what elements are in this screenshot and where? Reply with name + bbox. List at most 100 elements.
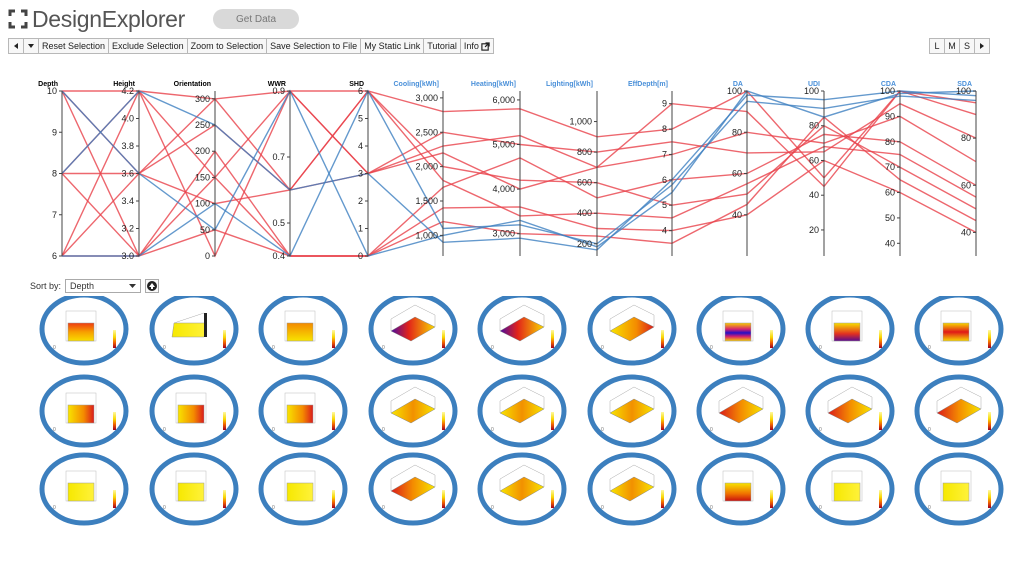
design-thumbnail[interactable]: 0 bbox=[696, 374, 786, 448]
thumbnail-colorbar bbox=[770, 490, 773, 508]
thumbnail-wireframe bbox=[173, 312, 205, 324]
get-data-button[interactable]: Get Data bbox=[213, 9, 299, 29]
thumbnail-axis-mark: 0 bbox=[601, 345, 604, 351]
pc-tick-label: 6,000 bbox=[492, 95, 515, 105]
design-thumbnail[interactable]: 0 bbox=[149, 452, 239, 526]
design-thumbnail[interactable]: 0 bbox=[149, 292, 239, 366]
design-thumbnail[interactable]: 0 bbox=[368, 452, 458, 526]
pc-axis[interactable]: Cooling[kWh] 3,000 2,500 2,000 1,500 1,000 bbox=[394, 81, 444, 256]
exclude-selection-button[interactable]: Exclude Selection bbox=[108, 38, 188, 54]
pc-tick-label: 50 bbox=[200, 225, 210, 235]
design-thumbnail[interactable]: 0 bbox=[805, 374, 895, 448]
pc-tick-label: 90 bbox=[885, 111, 895, 121]
thumbnail-axis-mark: 0 bbox=[272, 427, 275, 433]
sort-select[interactable]: Depth bbox=[65, 279, 142, 293]
thumbnail-colorbar bbox=[442, 412, 445, 430]
pc-tick-label: 20 bbox=[809, 225, 819, 235]
pc-axis[interactable]: Lighting[kWh] 1,000 800 600 400 200 bbox=[546, 81, 598, 256]
pc-tick-label: 100 bbox=[956, 86, 971, 96]
info-button[interactable]: Info bbox=[459, 38, 494, 54]
pc-tick-label: 4,000 bbox=[492, 184, 515, 194]
pc-tick-label: 4.2 bbox=[121, 86, 134, 96]
thumbnail-colorbar bbox=[770, 412, 773, 430]
back-button[interactable] bbox=[8, 38, 24, 54]
pc-tick-label: 9 bbox=[662, 99, 667, 109]
pc-axis[interactable]: Orientation 300 250 200 150 100 50 0 bbox=[174, 81, 216, 261]
parallel-coordinates-chart[interactable]: Depth 10 9 8 7 6 Height 4.2 4.0 3.8 3.6 3.4 3.2 3.0 Or… bbox=[0, 70, 1024, 270]
design-thumbnail[interactable]: 0 bbox=[914, 292, 1004, 366]
thumbnail-wireframe bbox=[609, 304, 655, 331]
pc-axis-label: Cooling[kWh] bbox=[394, 81, 440, 88]
design-thumbnail[interactable]: 0 bbox=[149, 374, 239, 448]
thumbnail-colorbar bbox=[551, 330, 554, 348]
pc-tick-label: 400 bbox=[577, 208, 592, 218]
save-selection-button[interactable]: Save Selection to File bbox=[266, 38, 362, 54]
pc-tick-label: 3.4 bbox=[121, 196, 134, 206]
pc-axis[interactable]: Heating[kWh] 6,000 5,000 4,000 3,000 bbox=[471, 81, 521, 256]
design-thumbnail[interactable]: 0 bbox=[696, 292, 786, 366]
thumbnail-heatmap bbox=[67, 404, 95, 424]
header: DesignExplorer Get Data bbox=[8, 4, 1018, 34]
sort-direction-button[interactable] bbox=[145, 279, 160, 293]
design-thumbnail[interactable]: 0 bbox=[258, 374, 348, 448]
thumbnail-heatmap bbox=[724, 322, 752, 342]
pc-tick-label: 3.6 bbox=[121, 169, 134, 179]
design-thumbnail[interactable]: 0 bbox=[914, 452, 1004, 526]
parallel-coordinates-svg[interactable]: Depth109876Height4.24.03.83.63.43.23.0Or… bbox=[0, 70, 1024, 270]
design-thumbnail[interactable]: 0 bbox=[587, 374, 677, 448]
design-thumbnail[interactable]: 0 bbox=[39, 452, 129, 526]
design-thumbnail[interactable]: 0 bbox=[805, 292, 895, 366]
thumbnail-axis-mark: 0 bbox=[710, 427, 713, 433]
pc-tick-label: 6 bbox=[358, 86, 363, 96]
thumbnail-wireframe bbox=[609, 464, 655, 491]
thumbnail-colorbar bbox=[661, 490, 664, 508]
pc-axis[interactable]: EffDepth[m] 9 8 7 6 5 4 bbox=[628, 81, 673, 256]
reset-selection-button[interactable]: Reset Selection bbox=[38, 38, 110, 54]
zoom-to-selection-button[interactable]: Zoom to Selection bbox=[186, 38, 268, 54]
design-thumbnail[interactable]: 0 bbox=[477, 452, 567, 526]
design-thumbnail[interactable]: 0 bbox=[805, 452, 895, 526]
triangle-left-icon bbox=[14, 43, 18, 49]
triangle-right-icon bbox=[980, 43, 984, 49]
design-thumbnail[interactable]: 0 bbox=[258, 292, 348, 366]
static-link-button[interactable]: My Static Link bbox=[360, 38, 425, 54]
design-thumbnail[interactable]: 0 bbox=[258, 452, 348, 526]
size-small-button[interactable]: S bbox=[959, 38, 975, 54]
design-thumbnail[interactable]: 0 bbox=[39, 292, 129, 366]
pc-tick-label: 10 bbox=[47, 86, 57, 96]
design-thumbnail[interactable]: 0 bbox=[587, 452, 677, 526]
design-thumbnail[interactable]: 0 bbox=[477, 374, 567, 448]
menu-dropdown-button[interactable] bbox=[23, 38, 39, 54]
thumbnail-colorbar bbox=[661, 412, 664, 430]
design-thumbnail[interactable]: 0 bbox=[696, 452, 786, 526]
thumbnail-axis-mark: 0 bbox=[53, 345, 56, 351]
pc-tick-label: 5 bbox=[358, 114, 363, 124]
thumbnail-colorbar bbox=[551, 412, 554, 430]
pc-tick-label: 60 bbox=[732, 169, 742, 179]
tutorial-button[interactable]: Tutorial bbox=[423, 38, 461, 54]
design-thumbnail[interactable]: 0 bbox=[914, 374, 1004, 448]
thumbnail-wireframe bbox=[718, 386, 764, 413]
next-button[interactable] bbox=[974, 38, 990, 54]
design-thumbnail[interactable]: 0 bbox=[368, 374, 458, 448]
design-thumbnail[interactable]: 0 bbox=[587, 292, 677, 366]
design-thumbnail[interactable]: 0 bbox=[477, 292, 567, 366]
thumbnail-axis-mark: 0 bbox=[163, 505, 166, 511]
pc-tick-label: 1,000 bbox=[569, 117, 592, 127]
design-thumbnail[interactable]: 0 bbox=[368, 292, 458, 366]
thumbnail-colorbar bbox=[113, 330, 116, 348]
pc-tick-label: 1 bbox=[358, 224, 363, 234]
size-medium-button[interactable]: M bbox=[944, 38, 960, 54]
size-large-button[interactable]: L bbox=[929, 38, 945, 54]
pc-tick-label: 100 bbox=[727, 86, 742, 96]
pc-tick-label: 80 bbox=[809, 121, 819, 131]
design-thumbnail[interactable]: 0 bbox=[39, 374, 129, 448]
